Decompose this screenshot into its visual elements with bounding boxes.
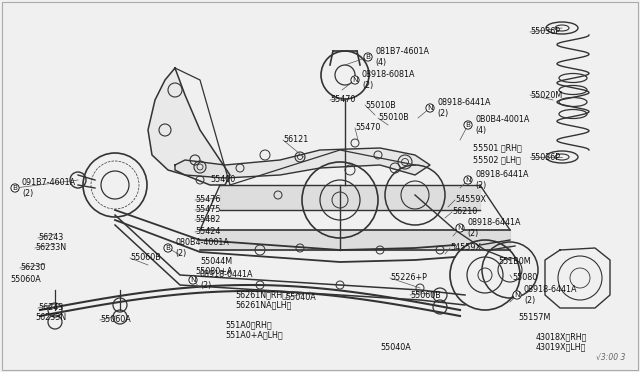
FancyBboxPatch shape bbox=[2, 2, 638, 370]
Text: 08918-6441A
(2): 08918-6441A (2) bbox=[524, 285, 577, 305]
Text: 55080+A: 55080+A bbox=[195, 267, 232, 276]
Text: 55010B: 55010B bbox=[365, 100, 396, 109]
Text: B: B bbox=[365, 54, 371, 60]
Text: 08918-6081A
(2): 08918-6081A (2) bbox=[362, 70, 415, 90]
Text: 55470: 55470 bbox=[355, 124, 380, 132]
Text: 55501 〈RH〉: 55501 〈RH〉 bbox=[473, 144, 522, 153]
Text: 55060B: 55060B bbox=[410, 291, 441, 299]
Text: 56121: 56121 bbox=[283, 135, 308, 144]
Text: 55470: 55470 bbox=[330, 96, 355, 105]
Text: N: N bbox=[515, 292, 520, 298]
Text: 54559X: 54559X bbox=[450, 244, 481, 253]
Text: 08918-6441A
(2): 08918-6441A (2) bbox=[437, 98, 490, 118]
Text: 55036P: 55036P bbox=[530, 153, 560, 161]
Text: 56261N〈RH〉
56261NA〈LH〉: 56261N〈RH〉 56261NA〈LH〉 bbox=[235, 290, 291, 310]
Text: 55060A: 55060A bbox=[100, 315, 131, 324]
Text: √3:00 3: √3:00 3 bbox=[596, 353, 625, 362]
Text: 56243: 56243 bbox=[38, 304, 63, 312]
Text: 08918-6441A
(2): 08918-6441A (2) bbox=[467, 218, 520, 238]
Text: B: B bbox=[465, 122, 470, 128]
Text: 55424: 55424 bbox=[195, 228, 220, 237]
Text: 56243: 56243 bbox=[38, 234, 63, 243]
Text: B: B bbox=[13, 185, 17, 191]
Text: 56210: 56210 bbox=[452, 208, 477, 217]
Text: 55226+P: 55226+P bbox=[390, 273, 427, 282]
Text: 0B0B4-4001A
(4): 0B0B4-4001A (4) bbox=[475, 115, 529, 135]
Text: N: N bbox=[190, 277, 196, 283]
Text: 56230: 56230 bbox=[20, 263, 45, 273]
Text: 55482: 55482 bbox=[195, 215, 220, 224]
Text: 55080: 55080 bbox=[512, 273, 537, 282]
Text: 081B7-4601A
(4): 081B7-4601A (4) bbox=[375, 47, 429, 67]
Text: 55020M: 55020M bbox=[530, 90, 563, 99]
Text: 091B7-4601A
(2): 091B7-4601A (2) bbox=[22, 178, 76, 198]
Text: 551B0M: 551B0M bbox=[498, 257, 531, 266]
Text: 55044M: 55044M bbox=[200, 257, 232, 266]
Text: 55060A: 55060A bbox=[10, 276, 41, 285]
Text: 55476: 55476 bbox=[195, 196, 220, 205]
Text: 08918-6441A
(2): 08918-6441A (2) bbox=[475, 170, 529, 190]
Text: 55400: 55400 bbox=[210, 176, 236, 185]
Text: N: N bbox=[457, 225, 463, 231]
Text: 55475: 55475 bbox=[195, 205, 221, 215]
Text: N: N bbox=[465, 177, 471, 183]
Polygon shape bbox=[148, 68, 230, 185]
Text: 55040A: 55040A bbox=[380, 343, 411, 353]
Text: 54559X: 54559X bbox=[455, 196, 486, 205]
Text: N: N bbox=[428, 105, 433, 111]
Polygon shape bbox=[175, 148, 430, 178]
Text: 56233N: 56233N bbox=[35, 244, 66, 253]
Text: 55036P: 55036P bbox=[530, 28, 560, 36]
Text: 080B4-4001A
(2): 080B4-4001A (2) bbox=[175, 238, 229, 258]
Text: 55040A: 55040A bbox=[285, 294, 316, 302]
Text: 551A0〈RH〉
551A0+A〈LH〉: 551A0〈RH〉 551A0+A〈LH〉 bbox=[225, 320, 283, 340]
Text: 55157M: 55157M bbox=[518, 314, 550, 323]
Text: 55502 〈LH〉: 55502 〈LH〉 bbox=[473, 155, 521, 164]
Text: B: B bbox=[166, 245, 170, 251]
Text: 55060B: 55060B bbox=[130, 253, 161, 263]
Text: 55010B: 55010B bbox=[378, 113, 409, 122]
Text: 08918-6441A
(2): 08918-6441A (2) bbox=[200, 270, 253, 290]
Text: 43018X〈RH〉
43019X〈LH〉: 43018X〈RH〉 43019X〈LH〉 bbox=[536, 332, 588, 352]
Text: N: N bbox=[352, 77, 358, 83]
Text: 56233N: 56233N bbox=[35, 314, 66, 323]
